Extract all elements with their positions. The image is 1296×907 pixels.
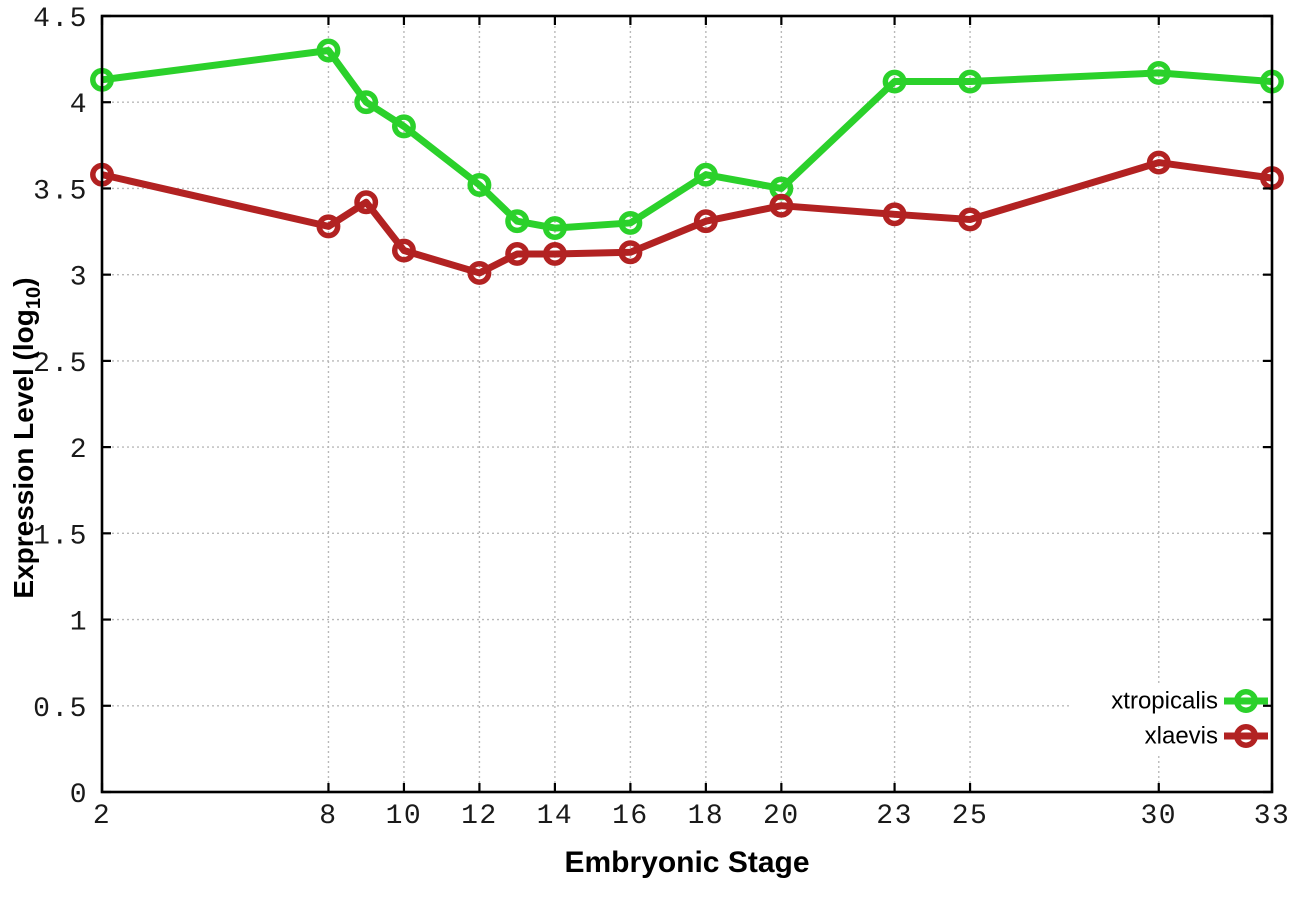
marker-xlaevis (354, 190, 379, 215)
x-axis-title: Embryonic Stage (564, 846, 810, 879)
x-tick-label: 30 (1140, 801, 1177, 832)
marker-xtropicalis (467, 173, 492, 197)
y-tick-label: 4.5 (33, 4, 88, 35)
x-tick-label: 33 (1254, 801, 1291, 832)
x-tick-label: 18 (688, 801, 725, 832)
marker-xtropicalis (1146, 60, 1171, 85)
marker-xlaevis (693, 209, 718, 234)
marker-xlaevis (542, 242, 567, 266)
marker-xlaevis (769, 193, 794, 218)
marker-xtropicalis (693, 162, 718, 187)
y-axis-title-text: Expression Level (log (8, 309, 40, 599)
marker-xlaevis (882, 202, 907, 227)
marker-xtropicalis (505, 209, 530, 234)
x-tick-label: 8 (319, 801, 337, 832)
y-tick-label: 0 (70, 780, 88, 811)
marker-xlaevis (505, 242, 530, 266)
marker-xlaevis (467, 260, 492, 285)
x-tick-label: 12 (461, 801, 498, 832)
series-line-xtropicalis (101, 46, 1273, 232)
marker-xtropicalis (542, 216, 567, 241)
x-tick-label: 23 (876, 801, 913, 832)
y-tick-label: 1 (70, 608, 88, 639)
x-tick-label: 2 (93, 801, 111, 832)
legend-marker-xtropicalis (1234, 689, 1258, 713)
marker-xtropicalis (354, 90, 379, 115)
y-tick-label: 2.5 (33, 349, 88, 380)
series-line-xlaevis (101, 159, 1273, 277)
marker-xlaevis (618, 240, 643, 265)
y-axis-title: Expression Level (log10) (8, 277, 46, 598)
x-tick-label: 10 (386, 801, 423, 832)
marker-xlaevis (1146, 150, 1171, 175)
legend-marker-xlaevis (1234, 724, 1258, 748)
y-axis-title-close: ) (8, 277, 40, 287)
y-tick-label: 0.5 (33, 694, 88, 725)
marker-xtropicalis (391, 114, 416, 139)
marker-xlaevis (316, 214, 341, 239)
x-tick-label: 16 (612, 801, 649, 832)
x-tick-label: 25 (952, 801, 989, 832)
marker-xlaevis (958, 207, 983, 232)
y-tick-label: 2 (70, 435, 88, 466)
marker-xtropicalis (958, 69, 983, 94)
y-tick-label: 1.5 (33, 521, 88, 552)
marker-xtropicalis (618, 210, 643, 235)
y-tick-label: 3 (70, 263, 88, 294)
legend-label-xlaevis: xlaevis (1145, 723, 1218, 750)
x-tick-label: 14 (537, 801, 574, 832)
marker-xtropicalis (882, 69, 907, 94)
x-tick-label: 20 (763, 801, 800, 832)
plot-border (100, 14, 1274, 794)
y-tick-label: 3.5 (33, 176, 88, 207)
y-tick-label: 4 (70, 90, 88, 121)
marker-xtropicalis (316, 38, 341, 63)
legend-label-xtropicalis: xtropicalis (1111, 688, 1218, 715)
marker-xlaevis (391, 238, 416, 263)
y-axis-title-subscript: 10 (22, 286, 45, 310)
